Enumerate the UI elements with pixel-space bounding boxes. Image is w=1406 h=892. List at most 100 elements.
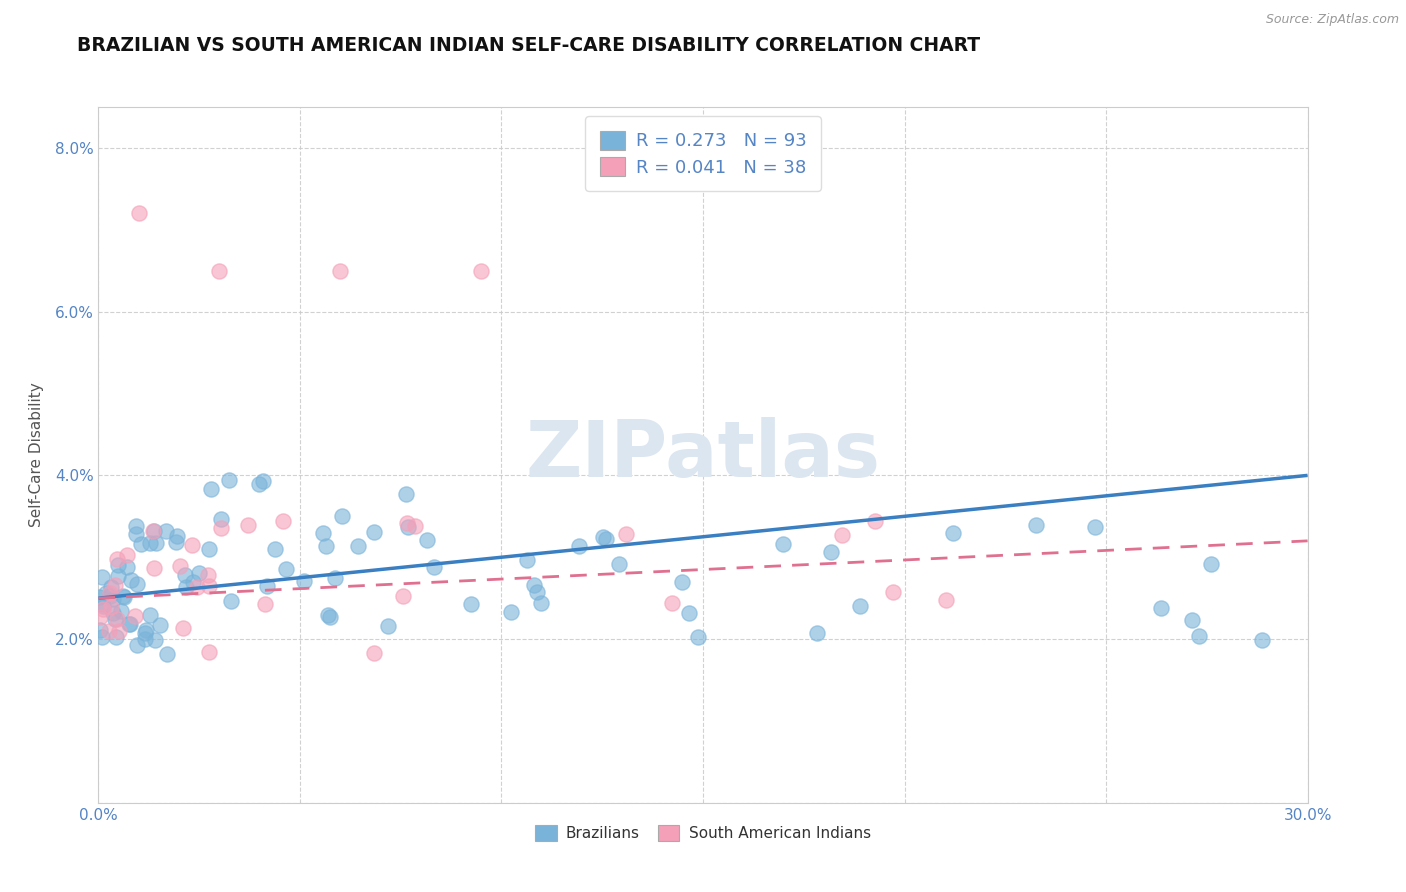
- Point: [935, 593, 957, 607]
- Point: [221, 594, 243, 608]
- Point: [100, 590, 122, 604]
- Point: [166, 529, 188, 543]
- Point: [530, 596, 553, 610]
- Point: [107, 569, 129, 583]
- Point: [686, 630, 709, 644]
- Text: Source: ZipAtlas.com: Source: ZipAtlas.com: [1265, 13, 1399, 27]
- Point: [1199, 557, 1222, 571]
- Point: [256, 579, 278, 593]
- Point: [120, 574, 142, 588]
- Point: [90, 630, 112, 644]
- Point: [87, 591, 110, 605]
- Point: [187, 566, 209, 580]
- Point: [104, 578, 127, 592]
- Point: [135, 623, 157, 637]
- Point: [98, 624, 121, 639]
- Point: [831, 527, 853, 541]
- Point: [138, 536, 160, 550]
- Point: [1084, 520, 1107, 534]
- Point: [264, 541, 287, 556]
- Point: [470, 264, 492, 278]
- Point: [516, 553, 538, 567]
- Point: [1150, 601, 1173, 615]
- Point: [252, 474, 274, 488]
- Point: [105, 552, 128, 566]
- Point: [200, 482, 222, 496]
- Point: [820, 545, 842, 559]
- Point: [678, 607, 700, 621]
- Point: [363, 524, 385, 539]
- Point: [236, 517, 259, 532]
- Point: [395, 487, 418, 501]
- Point: [90, 597, 112, 611]
- Point: [316, 608, 339, 623]
- Text: ZIPatlas: ZIPatlas: [526, 417, 880, 493]
- Point: [198, 645, 221, 659]
- Point: [91, 599, 114, 613]
- Point: [347, 539, 370, 553]
- Point: [111, 589, 134, 603]
- Point: [143, 524, 166, 538]
- Point: [319, 610, 342, 624]
- Point: [169, 558, 191, 573]
- Point: [145, 536, 167, 550]
- Point: [101, 607, 124, 621]
- Point: [523, 578, 546, 592]
- Point: [186, 580, 208, 594]
- Point: [173, 568, 195, 582]
- Text: BRAZILIAN VS SOUTH AMERICAN INDIAN SELF-CARE DISABILITY CORRELATION CHART: BRAZILIAN VS SOUTH AMERICAN INDIAN SELF-…: [77, 36, 980, 54]
- Point: [1025, 518, 1047, 533]
- Point: [139, 608, 162, 623]
- Point: [165, 534, 187, 549]
- Point: [128, 206, 150, 220]
- Point: [882, 584, 904, 599]
- Point: [863, 514, 886, 528]
- Point: [115, 548, 138, 562]
- Point: [198, 542, 221, 557]
- Point: [94, 586, 117, 600]
- Point: [568, 539, 591, 553]
- Point: [110, 604, 132, 618]
- Point: [124, 609, 146, 624]
- Point: [198, 578, 221, 592]
- Point: [595, 533, 617, 547]
- Point: [404, 519, 426, 533]
- Point: [100, 580, 122, 594]
- Legend: Brazilians, South American Indians: Brazilians, South American Indians: [529, 819, 877, 847]
- Point: [329, 264, 352, 278]
- Point: [526, 584, 548, 599]
- Point: [1187, 629, 1209, 643]
- Point: [91, 570, 114, 584]
- Point: [125, 519, 148, 533]
- Point: [772, 537, 794, 551]
- Point: [392, 589, 415, 603]
- Point: [396, 520, 419, 534]
- Point: [118, 616, 141, 631]
- Point: [105, 612, 128, 626]
- Point: [125, 527, 148, 541]
- Point: [614, 527, 637, 541]
- Point: [98, 585, 121, 599]
- Point: [149, 617, 172, 632]
- Point: [218, 473, 240, 487]
- Point: [104, 630, 127, 644]
- Point: [460, 597, 482, 611]
- Point: [377, 619, 399, 633]
- Point: [423, 560, 446, 574]
- Point: [197, 568, 219, 582]
- Point: [415, 533, 437, 547]
- Point: [104, 612, 127, 626]
- Point: [274, 562, 297, 576]
- Point: [363, 646, 385, 660]
- Point: [108, 624, 131, 638]
- Point: [143, 633, 166, 648]
- Point: [155, 524, 177, 539]
- Point: [89, 610, 111, 624]
- Point: [114, 591, 136, 605]
- Point: [134, 632, 156, 646]
- Point: [208, 264, 231, 278]
- Point: [501, 605, 523, 619]
- Point: [592, 530, 614, 544]
- Point: [125, 638, 148, 652]
- Point: [395, 516, 418, 530]
